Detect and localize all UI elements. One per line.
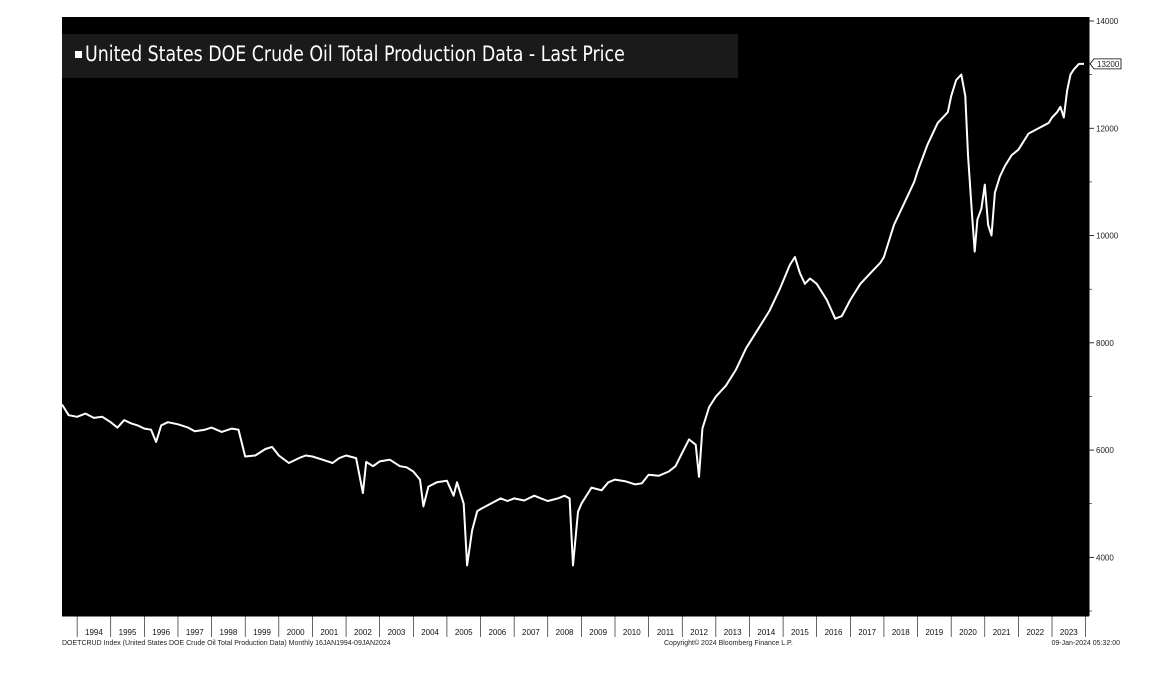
x-tick-label: 1995	[119, 628, 137, 637]
y-tick-label: 4000	[1096, 553, 1114, 562]
series-line-crude-production	[61, 62, 1084, 567]
x-tick-label: 2003	[388, 628, 406, 637]
x-tick-label: 2007	[522, 628, 540, 637]
x-tick-label: 2011	[657, 628, 675, 637]
plot-background	[62, 17, 1089, 616]
x-tick-label: 2010	[623, 628, 641, 637]
x-axis-ticks: 1994 1995 1996 1997 1998 1999 2000 2001 2002 2003…	[76, 616, 1086, 637]
footer-index-description: DOETCRUD Index (United States DOE Crude …	[62, 640, 391, 647]
x-tick-label: 2021	[993, 628, 1011, 637]
x-tick-label: 2009	[589, 628, 607, 637]
y-tick-label: 14000	[1096, 17, 1119, 26]
last-value-box	[1089, 58, 1122, 70]
x-tick-label: 2004	[421, 628, 439, 637]
x-tick-label: 1997	[186, 628, 204, 637]
legend-title: United States DOE Crude Oil Total Produc…	[85, 42, 625, 66]
x-tick-label: 2022	[1026, 628, 1044, 637]
legend-marker-icon	[75, 51, 82, 58]
x-tick-label: 2006	[488, 628, 506, 637]
x-tick-label: 2014	[757, 628, 775, 637]
footer-copyright: Copyright© 2024 Bloomberg Finance L.P.	[664, 640, 793, 647]
x-tick-label: 1994	[85, 628, 103, 637]
x-tick-label: 1998	[220, 628, 238, 637]
y-axis-ticks: 4000 6000 8000 10000 12000 14000	[1089, 17, 1119, 612]
x-tick-label: 2000	[287, 628, 305, 637]
x-tick-label: 2020	[959, 628, 977, 637]
last-value-label: 13200	[1097, 60, 1120, 69]
plot-area	[61, 62, 1084, 567]
x-tick-label: 1999	[253, 628, 271, 637]
x-tick-label: 2016	[825, 628, 843, 637]
y-tick-label: 10000	[1096, 232, 1119, 241]
x-tick-label: 2018	[892, 628, 910, 637]
x-tick-label: 2023	[1060, 628, 1078, 637]
x-tick-label: 2015	[791, 628, 809, 637]
x-tick-label: 2008	[556, 628, 574, 637]
x-tick-label: 2019	[925, 628, 943, 637]
y-tick-label: 8000	[1096, 339, 1114, 348]
x-tick-label: 2013	[724, 628, 742, 637]
footer-timestamp: 09-Jan-2024 05:32:00	[1051, 640, 1121, 647]
legend: United States DOE Crude Oil Total Produc…	[62, 34, 738, 78]
x-axis-background	[62, 616, 1089, 638]
y-tick-label: 12000	[1096, 124, 1119, 133]
x-tick-label: 2017	[858, 628, 876, 637]
x-tick-label: 2001	[320, 628, 338, 637]
x-tick-label: 2012	[690, 628, 708, 637]
x-tick-label: 2002	[354, 628, 372, 637]
x-tick-label: 2005	[455, 628, 473, 637]
last-value-marker: 13200	[1089, 58, 1122, 70]
y-tick-label: 6000	[1096, 446, 1114, 455]
x-tick-label: 1996	[152, 628, 170, 637]
